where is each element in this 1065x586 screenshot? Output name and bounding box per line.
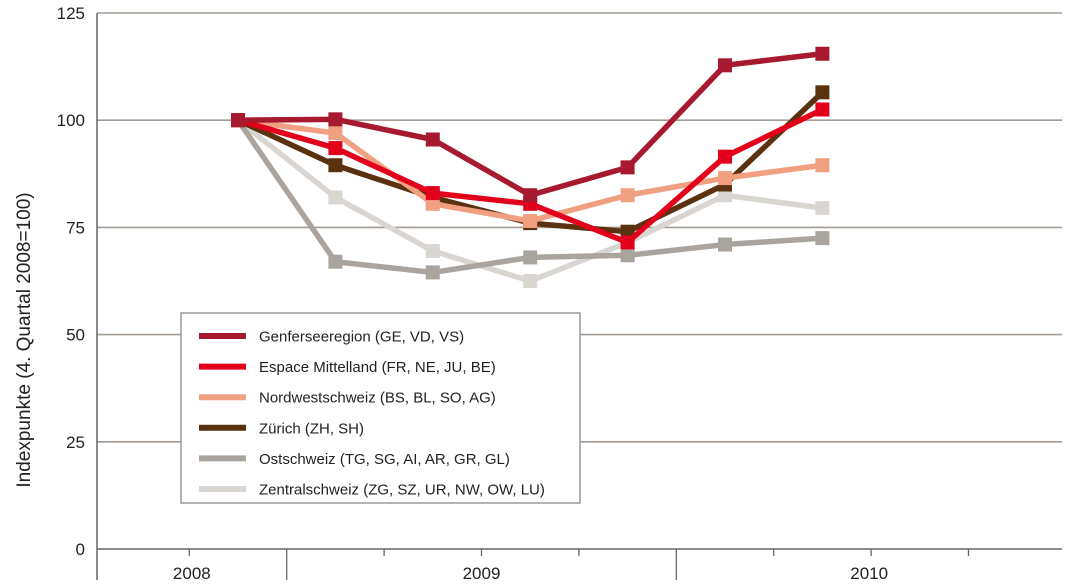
legend-label: Nordwestschweiz (BS, BL, SO, AG) xyxy=(259,390,496,407)
y-tick-label: 125 xyxy=(57,4,85,23)
x-axis: 2008 2009 2010 xyxy=(173,549,970,583)
y-axis-label: Indexpunkte (4. Quartal 2008=100) xyxy=(14,192,35,487)
legend-label: Ostschweiz (TG, SG, AI, AR, GR, GL) xyxy=(259,451,510,468)
data-point xyxy=(425,132,440,147)
data-point xyxy=(523,188,538,203)
data-point xyxy=(815,158,830,173)
data-point xyxy=(815,46,830,61)
data-point xyxy=(718,188,732,203)
legend-label: Espace Mittelland (FR, NE, JU, BE) xyxy=(259,359,496,376)
data-point xyxy=(815,231,830,246)
data-point xyxy=(718,237,732,252)
data-point xyxy=(328,126,343,141)
legend: Genferseeregion (GE, VD, VS) Espace Mitte… xyxy=(180,312,581,504)
data-point xyxy=(328,158,343,173)
y-tick-label: 0 xyxy=(76,540,85,559)
data-point xyxy=(815,201,830,216)
data-point xyxy=(620,160,635,175)
data-point xyxy=(328,190,343,205)
data-point xyxy=(620,188,635,203)
data-point xyxy=(231,113,245,128)
y-axis-ticks: 0 25 50 75 100 125 xyxy=(57,4,85,559)
data-point xyxy=(620,224,635,239)
data-point xyxy=(523,213,538,228)
data-point xyxy=(620,235,635,250)
legend-label: Zürich (ZH, SH) xyxy=(259,420,364,437)
x-year-label: 2009 xyxy=(463,564,501,583)
data-point xyxy=(328,254,343,269)
legend-label: Genferseeregion (GE, VD, VS) xyxy=(259,329,464,346)
data-point xyxy=(620,248,635,263)
data-point xyxy=(815,85,830,100)
legend-items: Genferseeregion (GE, VD, VS) Espace Mitte… xyxy=(199,329,545,499)
data-point xyxy=(328,112,343,127)
data-point xyxy=(328,141,343,156)
y-tick-label: 75 xyxy=(66,218,85,237)
y-tick-label: 50 xyxy=(66,326,85,345)
x-year-label: 2010 xyxy=(850,564,888,583)
data-point xyxy=(523,274,538,288)
y-tick-label: 100 xyxy=(57,111,85,130)
x-year-label: 2008 xyxy=(173,564,211,583)
data-point xyxy=(425,196,440,211)
data-point xyxy=(718,149,732,164)
legend-label: Zentralschweiz (ZG, SZ, UR, NW, OW, LU) xyxy=(259,482,545,499)
data-point xyxy=(425,243,440,258)
data-point xyxy=(523,250,538,265)
series-lines xyxy=(231,46,830,288)
data-point xyxy=(425,265,440,280)
data-point xyxy=(718,171,732,186)
legend-box xyxy=(180,312,581,504)
series xyxy=(231,46,830,203)
data-point xyxy=(425,186,440,201)
y-tick-label: 25 xyxy=(66,433,85,452)
data-point xyxy=(815,102,830,117)
data-point xyxy=(718,58,732,73)
